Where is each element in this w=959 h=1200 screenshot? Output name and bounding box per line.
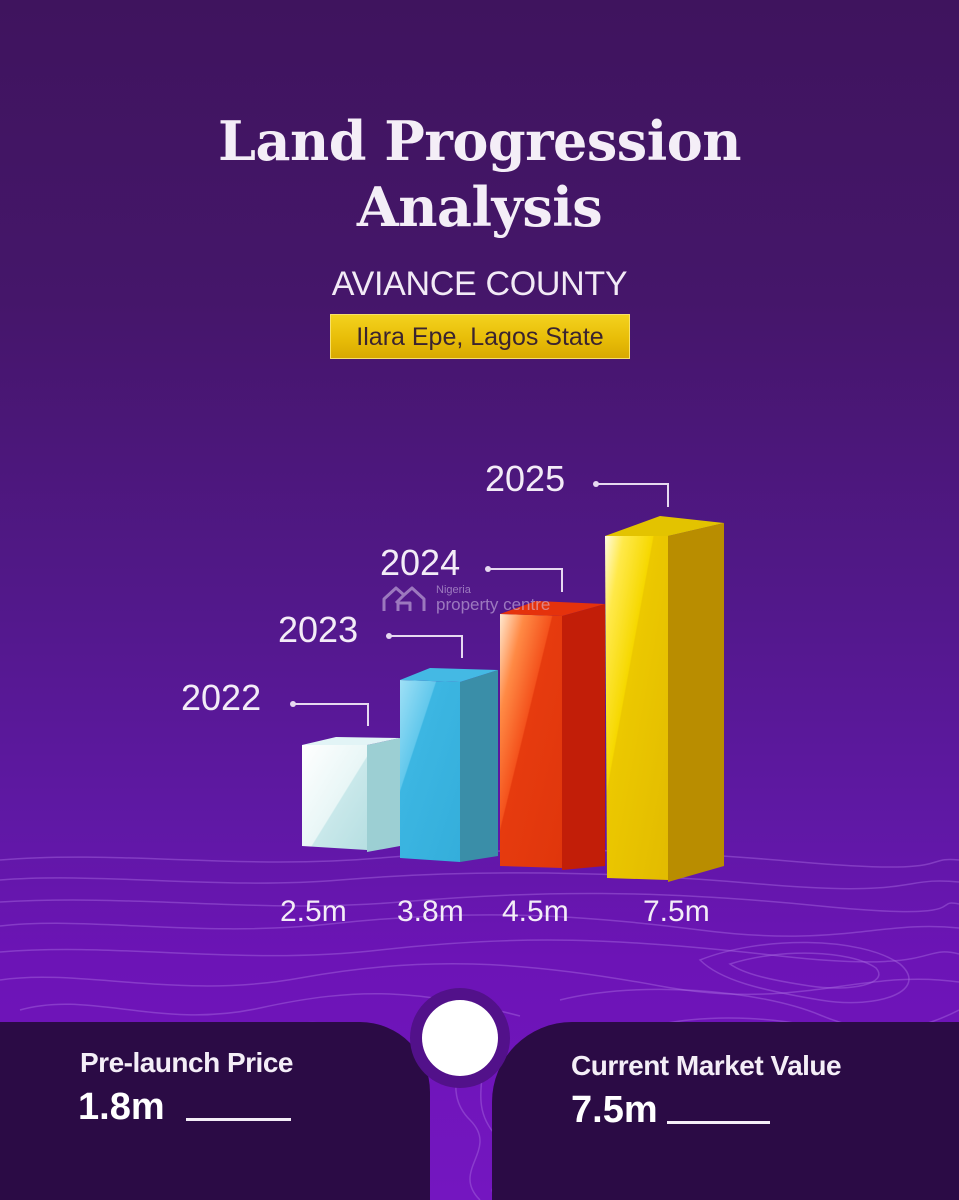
estate-name: AVIANCE COUNTY	[331, 265, 628, 303]
market-value-panel: Current Market Value 7.5m	[492, 1022, 959, 1200]
market-value-underline	[667, 1121, 770, 1124]
year-label-2023: 2023	[278, 609, 359, 650]
bar-2024	[500, 601, 605, 870]
watermark-line-2: property centre	[436, 594, 551, 614]
watermark-line-1: Nigeria	[436, 583, 471, 596]
market-value-value: 7.5m	[571, 1089, 658, 1131]
house-outline-icon	[382, 586, 426, 611]
bar-2025	[605, 516, 724, 882]
pre-launch-underline	[186, 1118, 291, 1121]
leader-2022	[293, 703, 369, 726]
year-label-2025: 2025	[485, 458, 566, 499]
market-value-label: Current Market Value	[571, 1050, 842, 1081]
bar-2023	[400, 668, 498, 862]
title-line-2: Analysis	[356, 175, 603, 239]
leader-2024	[488, 568, 563, 592]
center-dot	[422, 1000, 498, 1076]
leader-2025	[596, 483, 669, 507]
bar-2022	[302, 737, 400, 852]
pre-launch-value: 1.8m	[78, 1086, 165, 1128]
pre-launch-panel: Pre-launch Price 1.8m	[0, 1022, 430, 1200]
leader-2023	[389, 635, 463, 658]
page-title: Land Progression Analysis	[0, 108, 959, 240]
year-label-2022: 2022	[181, 677, 262, 718]
location-badge: Ilara Epe, Lagos State	[330, 314, 630, 359]
watermark: Nigeria property centre	[380, 583, 550, 615]
title-line-1: Land Progression	[217, 109, 742, 173]
value-label-2022: 2.5m	[280, 895, 347, 928]
pre-launch-label: Pre-launch Price	[80, 1047, 293, 1078]
value-label-2024: 4.5m	[502, 895, 569, 928]
year-label-2024: 2024	[380, 542, 461, 583]
value-label-2023: 3.8m	[397, 895, 464, 928]
value-label-2025: 7.5m	[643, 895, 710, 928]
